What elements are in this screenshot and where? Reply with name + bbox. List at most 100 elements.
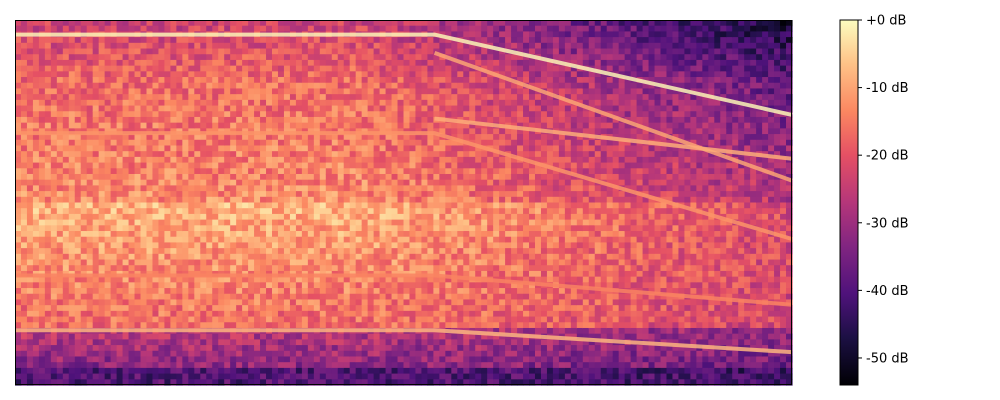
heatmap-cell	[92, 162, 100, 169]
heatmap-cell	[182, 236, 189, 244]
heatmap-cell	[445, 139, 452, 147]
heatmap-cell	[26, 379, 34, 386]
heatmap-cell	[32, 356, 40, 363]
heatmap-cell	[140, 231, 148, 238]
heatmap-cell	[272, 202, 279, 209]
heatmap-cell	[337, 242, 345, 249]
heatmap-cell	[38, 362, 46, 369]
heatmap-cell	[289, 293, 297, 301]
heatmap-cell	[415, 162, 423, 169]
heatmap-cell	[218, 293, 225, 301]
heatmap-cell	[469, 236, 476, 244]
heatmap-cell	[337, 208, 345, 215]
heatmap-cell	[194, 20, 201, 27]
heatmap-cell	[295, 373, 303, 380]
heatmap-cell	[116, 168, 124, 175]
heatmap-cell	[409, 248, 417, 255]
heatmap-cell	[248, 265, 255, 272]
heatmap-cell	[277, 213, 285, 221]
heatmap-cell	[236, 20, 243, 27]
heatmap-cell	[337, 88, 345, 95]
heatmap-cell	[343, 339, 351, 346]
heatmap-cell	[289, 25, 297, 32]
heatmap-cell	[200, 196, 207, 204]
heatmap-cell	[110, 265, 118, 272]
heatmap-cell	[415, 322, 423, 329]
heatmap-cell	[20, 202, 28, 209]
heatmap-cell	[266, 248, 273, 255]
heatmap-cell	[242, 231, 249, 238]
heatmap-cell	[391, 253, 399, 261]
heatmap-cell	[266, 151, 273, 158]
heatmap-cell	[427, 253, 434, 261]
heatmap-cell	[158, 265, 166, 272]
heatmap-cell	[128, 88, 136, 95]
heatmap-cell	[218, 339, 225, 346]
heatmap-cell	[325, 71, 333, 78]
heatmap-cell	[26, 111, 34, 118]
heatmap-cell	[272, 208, 279, 215]
heatmap-cell	[26, 316, 34, 323]
heatmap-cell	[397, 65, 405, 72]
heatmap-cell	[50, 282, 58, 289]
heatmap-cell	[116, 373, 124, 380]
heatmap-cell	[325, 139, 333, 147]
heatmap-cell	[44, 134, 52, 141]
heatmap-cell	[128, 208, 136, 215]
heatmap-cell	[104, 111, 112, 118]
heatmap-cell	[32, 168, 40, 175]
heatmap-cell	[415, 173, 423, 181]
heatmap-cell	[128, 94, 136, 101]
heatmap-cell	[194, 94, 201, 101]
heatmap-cell	[409, 77, 417, 84]
heatmap-cell	[469, 134, 476, 141]
heatmap-cell	[313, 299, 321, 306]
heatmap-cell	[26, 48, 34, 55]
heatmap-cell	[188, 339, 195, 346]
heatmap-cell	[361, 116, 369, 124]
heatmap-cell	[325, 191, 333, 198]
heatmap-cell	[50, 77, 58, 84]
heatmap-cell	[236, 162, 243, 169]
heatmap-cell	[50, 185, 58, 192]
heatmap-cell	[62, 253, 70, 261]
heatmap-cell	[319, 362, 327, 369]
heatmap-cell	[260, 116, 267, 124]
heatmap-cell	[230, 105, 237, 112]
heatmap-cell	[343, 299, 351, 306]
heatmap-cell	[218, 179, 225, 186]
heatmap-cell	[62, 248, 70, 255]
heatmap-cell	[86, 105, 94, 112]
heatmap-cell	[475, 48, 482, 55]
heatmap-cell	[38, 59, 46, 67]
heatmap-cell	[289, 356, 297, 363]
heatmap-cell	[38, 288, 46, 295]
heatmap-cell	[307, 88, 315, 95]
heatmap-cell	[295, 134, 303, 141]
heatmap-cell	[38, 77, 46, 84]
heatmap-cell	[451, 305, 458, 312]
heatmap-cell	[427, 111, 434, 118]
heatmap-cell	[44, 242, 52, 249]
heatmap-cell	[373, 111, 381, 118]
heatmap-cell	[260, 20, 267, 27]
heatmap-cell	[457, 48, 464, 55]
heatmap-cell	[15, 65, 22, 72]
heatmap-cell	[277, 350, 285, 358]
heatmap-cell	[80, 111, 88, 118]
heatmap-cell	[361, 356, 369, 363]
heatmap-cell	[20, 105, 28, 112]
heatmap-cell	[206, 333, 213, 340]
heatmap-cell	[337, 116, 345, 124]
heatmap-cell	[469, 339, 476, 346]
heatmap-cell	[289, 82, 297, 90]
heatmap-cell	[194, 350, 201, 358]
heatmap-cell	[200, 322, 207, 329]
heatmap-cell	[457, 310, 464, 318]
heatmap-cell	[469, 77, 476, 84]
heatmap-cell	[397, 162, 405, 169]
heatmap-cell	[92, 88, 100, 95]
heatmap-cell	[427, 162, 434, 169]
heatmap-cell	[230, 276, 237, 283]
heatmap-cell	[343, 71, 351, 78]
